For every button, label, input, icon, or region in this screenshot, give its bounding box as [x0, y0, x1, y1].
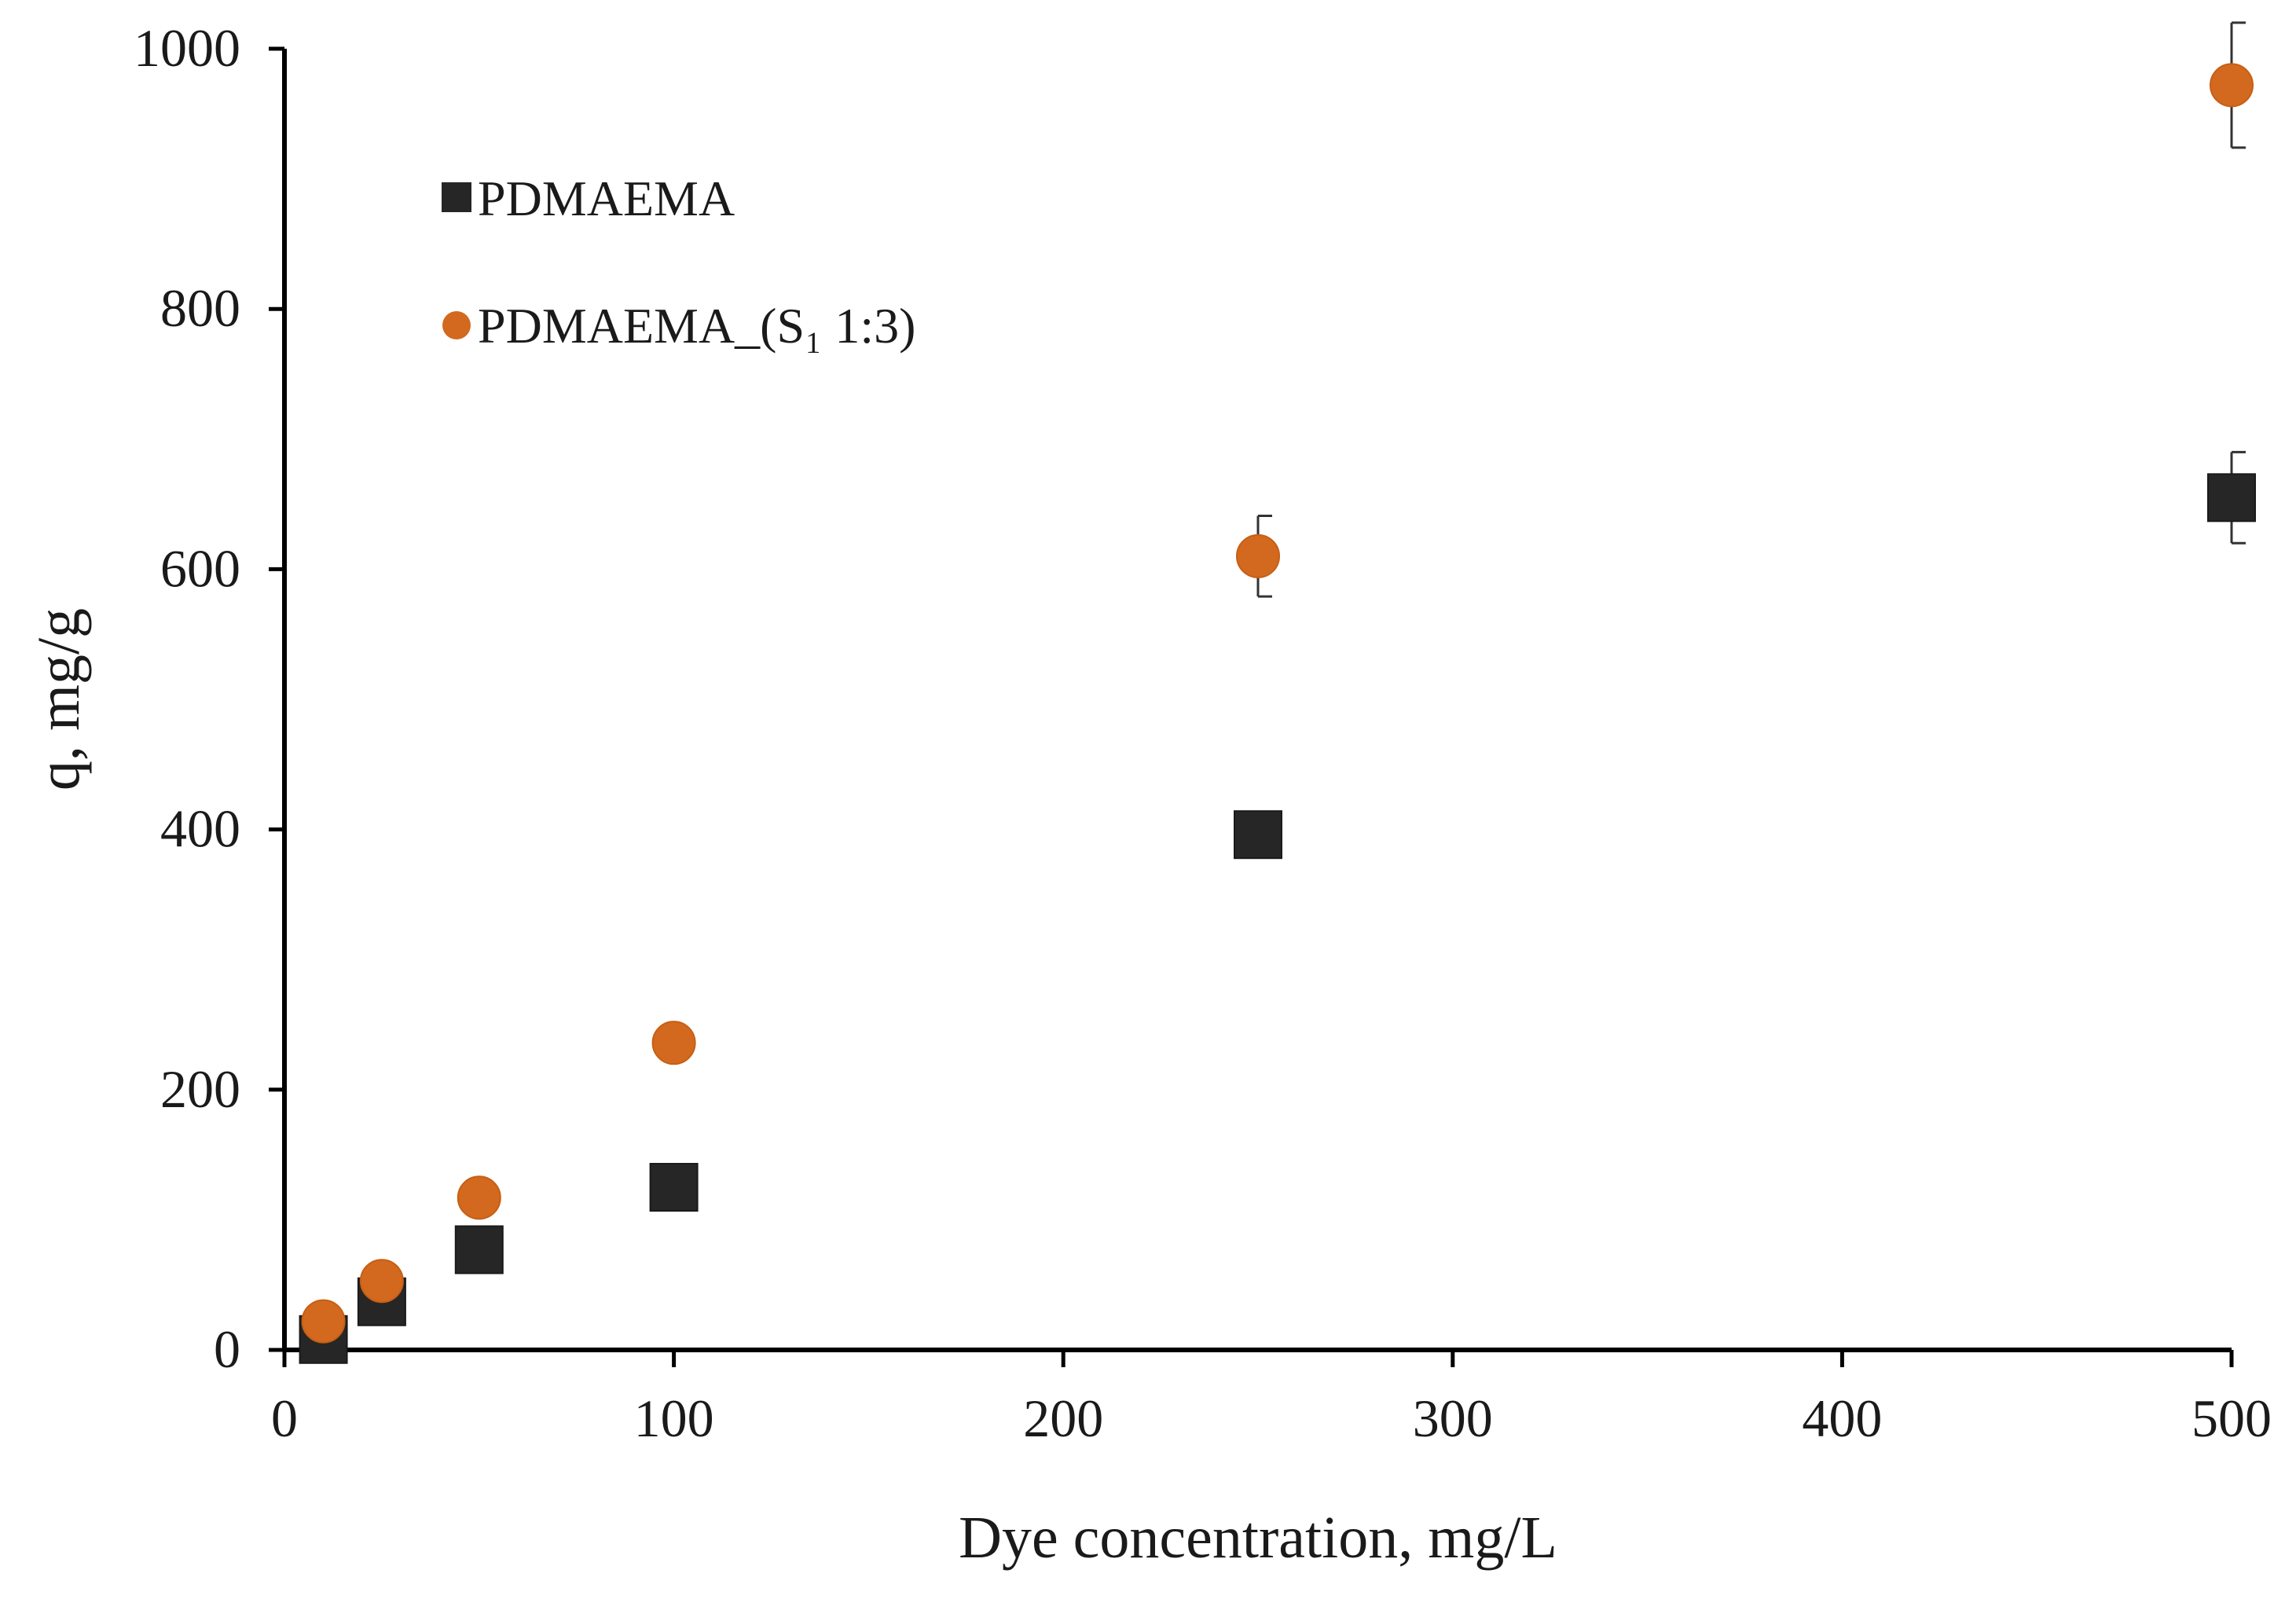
data-point-pdmaema-s1: [2210, 63, 2254, 108]
x-tick-label: 100: [634, 1388, 714, 1448]
data-point-pdmaema-s1: [359, 1259, 404, 1304]
x-tick-label: 500: [2191, 1388, 2272, 1448]
data-point-pdmaema-s1: [651, 1021, 696, 1065]
x-tick-label: 300: [1413, 1388, 1493, 1448]
data-point-pdmaema: [1234, 810, 1282, 860]
legend-label-pdmaema-s1: PDMAEMA_(S₁ 1:3): [478, 298, 915, 354]
data-point-pdmaema-s1: [1236, 534, 1280, 578]
legend-marker-pdmaema: [442, 182, 471, 212]
legend: PDMAEMA PDMAEMA_(S₁ 1:3): [442, 171, 915, 354]
data-point-pdmaema: [2207, 473, 2256, 523]
data-point-pdmaema-s1: [457, 1175, 501, 1220]
x-tick-label: 400: [1802, 1388, 1882, 1448]
y-tick-label: 400: [160, 799, 240, 859]
axes: [282, 49, 2232, 1352]
x-tick-label: 0: [271, 1388, 298, 1448]
data-point-pdmaema-s1: [301, 1299, 346, 1344]
x-tick-label: 200: [1023, 1388, 1103, 1448]
ticks: 0 200 400 600 800 1000 0 100 200 300 400 500: [134, 18, 2272, 1448]
y-tick-label: 800: [160, 278, 240, 338]
x-axis-title: Dye concentration, mg/L: [959, 1505, 1557, 1571]
data-point-pdmaema: [649, 1163, 699, 1212]
legend-label-pdmaema: PDMAEMA: [478, 171, 735, 226]
y-axis-title: q, mg/g: [26, 608, 92, 790]
error-bars: [1256, 21, 2246, 598]
y-tick-label: 600: [160, 538, 240, 598]
y-tick-label: 1000: [134, 18, 240, 78]
y-tick-label: 0: [214, 1319, 240, 1379]
data-points: [299, 63, 2256, 1364]
legend-marker-pdmaema-s1: [442, 311, 471, 339]
y-tick-label: 200: [160, 1059, 240, 1119]
data-point-pdmaema: [454, 1225, 504, 1274]
